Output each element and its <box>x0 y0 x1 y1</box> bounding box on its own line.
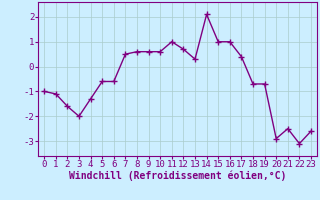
X-axis label: Windchill (Refroidissement éolien,°C): Windchill (Refroidissement éolien,°C) <box>69 171 286 181</box>
